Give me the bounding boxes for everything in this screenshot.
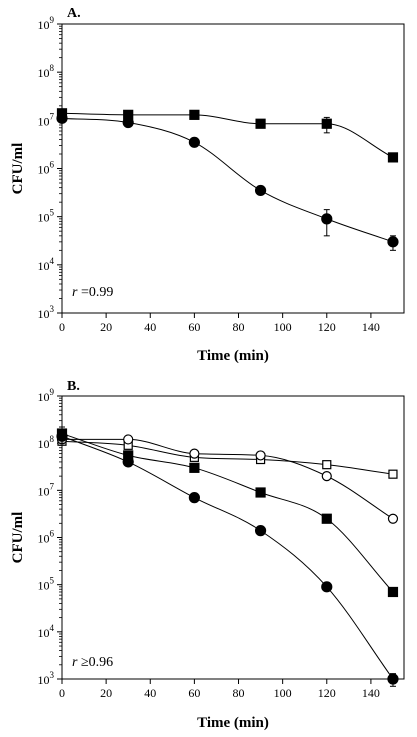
data-point [387,513,399,524]
data-point [387,673,399,685]
correlation-annotation: r =0.99 [72,285,113,300]
x-tick-label: 40 [144,686,156,700]
x-tick-label: 80 [233,686,245,700]
data-point [321,581,333,593]
x-axis-label: Time (min) [197,715,269,731]
y-tick-label: 105 [38,576,55,593]
x-tick-label: 20 [100,320,112,334]
x-tick-label: 60 [188,320,200,334]
x-tick-label: 0 [59,686,65,700]
data-point [255,118,266,129]
series-curve [61,117,394,243]
data-point [387,236,399,248]
y-tick-label: 104 [38,256,55,273]
data-point [387,152,399,163]
y-tick-label: 105 [38,208,55,225]
data-point [188,136,200,148]
y-tick-label: 103 [38,670,55,687]
data-point [189,448,200,459]
y-tick-label: 104 [38,623,55,640]
panel-b: B. 0 20 40 60 80 100 120 140 103 104 105 106 107 108 10… [10,379,405,731]
x-tick-label: 0 [59,320,65,334]
data-point [56,430,68,442]
data-point [254,184,267,197]
x-tick-label: 120 [318,686,336,700]
data-point [388,469,398,479]
data-point [255,450,266,461]
x-tick-label: 100 [274,320,292,334]
y-tick-label: 109 [38,387,55,404]
y-axis-label: CFU/ml [10,143,26,195]
data-point [387,586,399,598]
series-curve [61,435,394,680]
x-axis-label: Time (min) [197,348,269,364]
y-tick-label: 107 [38,111,55,128]
series-curve [61,440,394,475]
y-tick-label: 108 [38,63,55,80]
data-point [123,434,134,445]
data-point [189,462,200,473]
data-point [321,471,332,482]
data-point [189,109,200,120]
x-tick-label: 120 [318,320,336,334]
y-tick-label: 108 [38,434,55,451]
plot-frame [61,23,405,314]
panel-label: B. [67,379,80,394]
x-tick-label: 20 [100,686,112,700]
y-tick-label: 107 [38,481,55,498]
series-curve [61,112,394,158]
series-curve [62,438,394,520]
data-point [188,492,200,504]
x-tick-label: 80 [233,320,245,334]
data-point [254,525,267,537]
x-tick-label: 40 [144,320,156,334]
data-point [321,213,333,225]
panel-a: A. 0 20 40 60 80 100 120 140 103 104 105 106 107 108 10… [10,6,405,364]
x-tick-label: 60 [188,686,200,700]
data-point [321,513,332,524]
y-tick-label: 106 [38,160,55,177]
data-point [321,118,332,129]
data-point [255,487,266,498]
plot-frame [61,395,405,680]
panel-label: A. [67,6,81,21]
data-point [322,460,332,470]
x-tick-label: 100 [274,686,292,700]
correlation-annotation: r ≥0.96 [72,655,113,670]
y-tick-label: 103 [38,304,55,321]
x-tick-label: 140 [362,320,380,334]
y-axis-label: CFU/ml [10,512,26,564]
x-tick-label: 140 [362,686,380,700]
y-tick-label: 106 [38,529,55,546]
y-tick-label: 109 [38,15,55,32]
data-point [122,116,134,129]
data-point [122,456,134,468]
data-point [56,112,68,124]
